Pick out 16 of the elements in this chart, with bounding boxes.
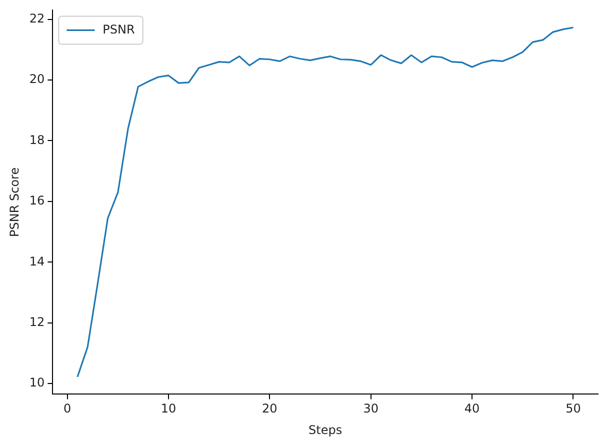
x-tick-label: 50 [566,402,581,416]
x-tick-label: 0 [64,402,72,416]
y-tick-label: 20 [29,72,45,86]
y-tick-label: 18 [29,132,45,147]
x-tick-label: 20 [262,402,278,416]
y-tick-label: 12 [29,314,45,329]
x-tick-label: 30 [363,402,379,416]
x-tick-label: 10 [160,402,176,416]
y-axis-title: PSNR Score [7,167,22,237]
legend-label: PSNR [102,22,135,36]
y-tick-label: 10 [29,376,45,390]
y-tick-label: 14 [29,254,45,268]
y-tick-label: 16 [29,194,45,208]
y-tick-label: 22 [29,11,45,26]
x-tick-label: 40 [464,402,480,416]
x-axis-title: Steps [308,422,342,437]
